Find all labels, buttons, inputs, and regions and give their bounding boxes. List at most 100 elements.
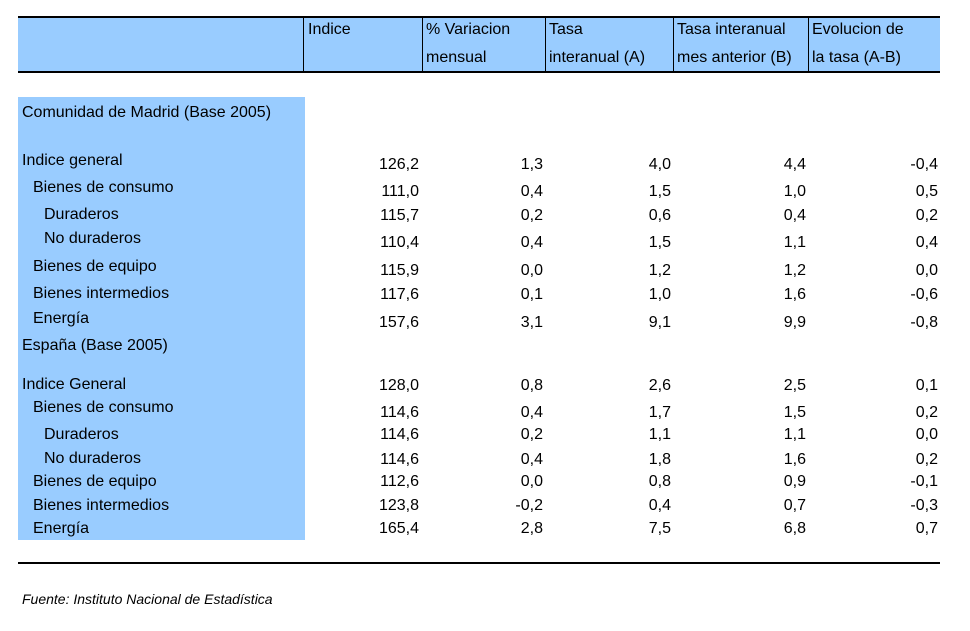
cell-indice: 114,6 [380, 451, 419, 468]
cell-tasa-anterior: 1,6 [783, 451, 806, 468]
cell-tasa: 0,8 [648, 473, 671, 490]
cell-tasa: 1,2 [648, 262, 671, 279]
cell-variacion: -0,2 [515, 497, 543, 514]
row-label: No duraderos [44, 230, 141, 247]
cell-variacion: 0,4 [520, 404, 543, 421]
header-tasa-interanual: Tasa interanual (A) [549, 20, 645, 68]
header-divider [673, 17, 674, 72]
cell-evolucion: 0,4 [915, 234, 938, 251]
header-divider [303, 17, 304, 72]
header-line2: mes anterior (B) [677, 49, 792, 66]
cell-indice: 110,4 [380, 234, 419, 251]
row-label: Bienes de consumo [33, 399, 174, 416]
header-divider [808, 17, 809, 72]
cell-indice: 128,0 [378, 377, 419, 394]
cell-tasa: 7,5 [648, 520, 671, 537]
row-label: Indice General [22, 376, 127, 393]
cell-tasa: 1,5 [648, 183, 671, 200]
cell-variacion: 0,0 [520, 262, 543, 279]
header-divider [422, 17, 423, 72]
row-label: Duraderos [44, 426, 119, 443]
row-label: Energía [33, 310, 90, 327]
header-line1: % Variacion [426, 21, 511, 38]
header-variacion-mensual: % Variacion mensual [426, 20, 510, 68]
cell-tasa-anterior: 0,7 [783, 497, 806, 514]
row-label: Duraderos [44, 206, 119, 223]
cell-tasa-anterior: 1,2 [783, 262, 806, 279]
cell-tasa-anterior: 1,6 [783, 286, 806, 303]
cell-evolucion: -0,1 [910, 473, 938, 490]
cell-tasa: 0,4 [648, 497, 671, 514]
header-line2: interanual (A) [549, 49, 646, 66]
cell-evolucion: 0,2 [915, 207, 938, 224]
cell-evolucion: -0,8 [910, 314, 938, 331]
header-line1: Indice [308, 21, 351, 38]
row-label: Bienes de equipo [33, 258, 157, 275]
label-column-background [18, 97, 305, 540]
cell-tasa-anterior: 6,8 [783, 520, 806, 537]
cell-tasa: 1,5 [648, 234, 671, 251]
cell-variacion: 0,2 [520, 207, 543, 224]
cell-evolucion: 0,0 [915, 426, 938, 443]
source-note: Fuente: Instituto Nacional de Estadístic… [22, 591, 273, 607]
cell-indice: 165,4 [378, 520, 419, 537]
cell-tasa: 1,7 [648, 404, 671, 421]
cell-variacion: 0,8 [520, 377, 543, 394]
header-line2: mensual [426, 49, 487, 66]
cell-tasa: 0,6 [648, 207, 671, 224]
cell-evolucion: 0,2 [915, 451, 938, 468]
row-label: Bienes de consumo [33, 179, 174, 196]
header-line1: Evolucion de [812, 21, 904, 38]
row-label: Bienes intermedios [33, 285, 170, 302]
header-line1: Tasa interanual [677, 21, 786, 38]
cell-variacion: 1,3 [520, 156, 543, 173]
cell-tasa-anterior: 1,5 [783, 404, 806, 421]
row-label: Indice general [22, 152, 123, 169]
section-title-madrid: Comunidad de Madrid (Base 2005) [22, 104, 272, 121]
cell-variacion: 3,1 [520, 314, 543, 331]
header-tasa-mes-anterior: Tasa interanual mes anterior (B) [677, 20, 792, 68]
cell-indice: 111,0 [381, 183, 419, 200]
cell-indice: 126,2 [378, 156, 419, 173]
cell-evolucion: 0,5 [915, 183, 938, 200]
section-title-espana: España (Base 2005) [22, 337, 168, 354]
cell-indice: 114,6 [380, 426, 419, 443]
cell-tasa: 1,0 [648, 286, 671, 303]
header-divider [545, 17, 546, 72]
cell-tasa: 1,1 [648, 426, 671, 443]
cell-evolucion: 0,2 [915, 404, 938, 421]
cell-variacion: 0,4 [520, 234, 543, 251]
cell-tasa-anterior: 1,0 [783, 183, 806, 200]
header-background [18, 17, 940, 72]
cell-variacion: 0,0 [520, 473, 543, 490]
cell-variacion: 0,2 [520, 426, 543, 443]
cell-tasa-anterior: 1,1 [783, 234, 806, 251]
cell-variacion: 0,1 [520, 286, 543, 303]
cell-tasa-anterior: 2,5 [783, 377, 806, 394]
cell-tasa-anterior: 1,1 [783, 426, 806, 443]
cell-evolucion: -0,6 [910, 286, 938, 303]
cell-indice: 123,8 [378, 497, 419, 514]
header-line2: la tasa (A-B) [812, 49, 901, 66]
cell-variacion: 2,8 [520, 520, 543, 537]
cell-tasa: 2,6 [648, 377, 671, 394]
cell-tasa: 9,1 [648, 314, 671, 331]
row-label: Bienes de equipo [33, 473, 157, 490]
header-indice: Indice [308, 20, 351, 48]
cell-tasa-anterior: 9,9 [783, 314, 806, 331]
cell-tasa: 4,0 [648, 156, 671, 173]
cell-indice: 157,6 [378, 314, 419, 331]
cell-indice: 112,6 [380, 473, 419, 490]
header-bottom-rule [18, 71, 940, 73]
cell-indice: 115,9 [380, 262, 419, 279]
cell-tasa-anterior: 4,4 [783, 156, 806, 173]
cell-indice: 115,7 [380, 207, 419, 224]
cell-variacion: 0,4 [520, 183, 543, 200]
cell-evolucion: -0,3 [910, 497, 938, 514]
cell-tasa-anterior: 0,4 [783, 207, 806, 224]
cell-tasa-anterior: 0,9 [783, 473, 806, 490]
row-label: No duraderos [44, 450, 141, 467]
row-label: Energía [33, 520, 90, 537]
cell-tasa: 1,8 [648, 451, 671, 468]
cell-indice: 114,6 [380, 404, 419, 421]
